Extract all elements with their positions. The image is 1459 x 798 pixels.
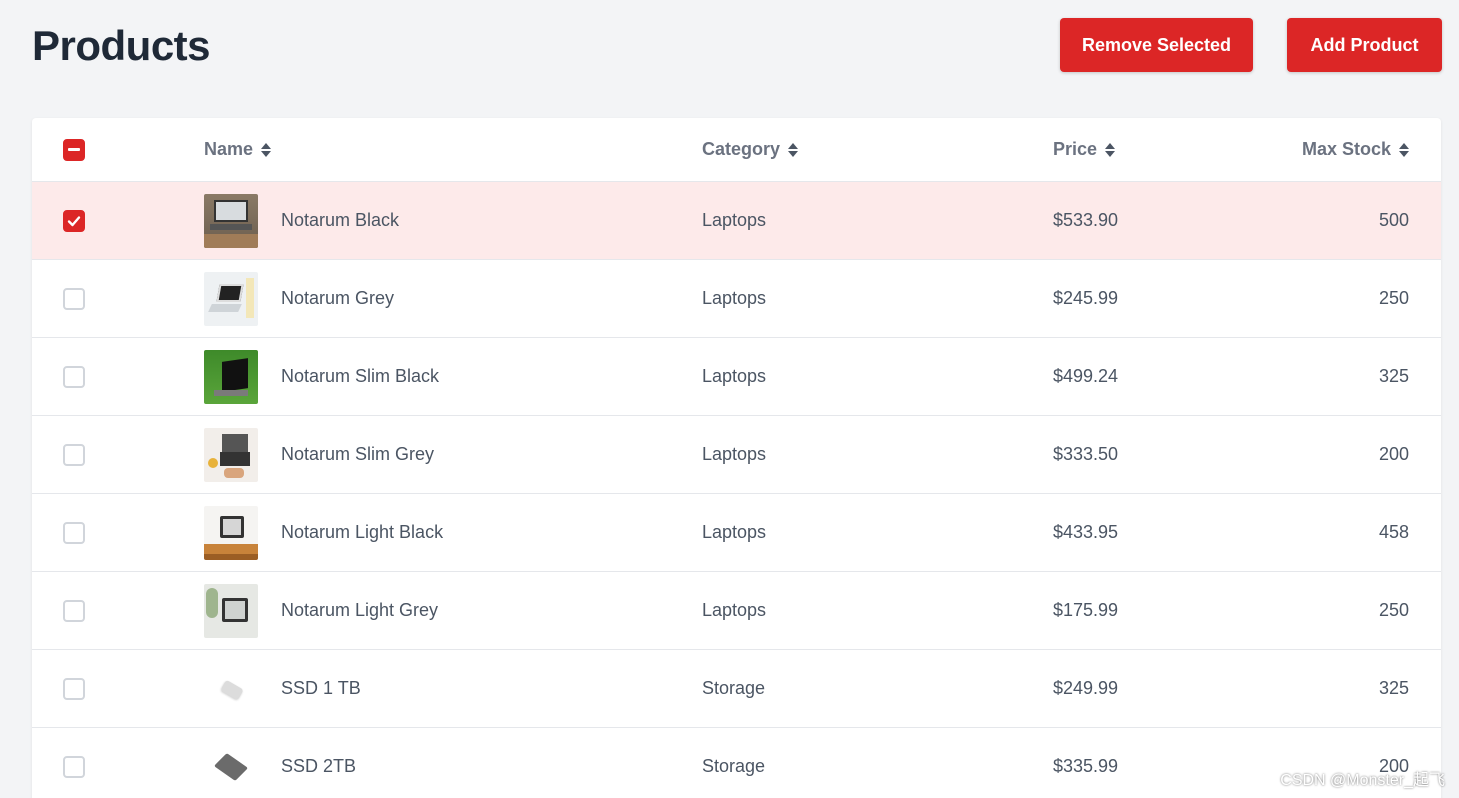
- product-name: Notarum Light Black: [281, 522, 444, 542]
- product-category: Laptops: [702, 522, 767, 542]
- column-header-category[interactable]: Category: [702, 118, 799, 181]
- product-max-stock: 458: [1378, 522, 1409, 542]
- row-checkbox[interactable]: [63, 287, 85, 310]
- remove-selected-button[interactable]: Remove Selected: [1060, 18, 1253, 72]
- sort-icon: [261, 142, 272, 157]
- select-all-checkbox[interactable]: [63, 138, 85, 161]
- product-category: Laptops: [702, 288, 767, 308]
- product-price: $533.90: [1053, 210, 1119, 230]
- product-category: Storage: [702, 678, 766, 698]
- product-max-stock: 325: [1378, 678, 1409, 698]
- row-checkbox[interactable]: [63, 677, 85, 700]
- watermark: CSDN @Monster_起飞: [1280, 772, 1445, 789]
- table-row[interactable]: Notarum Black Laptops $533.90 500: [32, 182, 1441, 260]
- column-header-price[interactable]: Price: [1053, 118, 1116, 181]
- product-name: Notarum Slim Grey: [281, 444, 435, 464]
- add-product-button[interactable]: Add Product: [1287, 18, 1442, 72]
- sort-icon: [1105, 142, 1116, 157]
- table-header: Name Category Price Max Stock: [32, 118, 1441, 182]
- column-header-price-label: Price: [1053, 139, 1098, 159]
- column-header-category-label: Category: [702, 139, 781, 159]
- row-checkbox[interactable]: [63, 599, 85, 622]
- product-price: $499.24: [1053, 366, 1119, 386]
- product-price: $245.99: [1053, 288, 1119, 308]
- table-row[interactable]: Notarum Light Black Laptops $433.95 458: [32, 494, 1441, 572]
- row-checkbox[interactable]: [63, 365, 85, 388]
- product-thumbnail: [204, 583, 258, 638]
- product-category: Laptops: [702, 600, 767, 620]
- product-price: $249.99: [1053, 678, 1119, 698]
- product-thumbnail: [204, 193, 258, 248]
- column-header-stock-label: Max Stock: [1301, 139, 1391, 159]
- product-thumbnail: [204, 661, 258, 716]
- product-thumbnail: [204, 505, 258, 560]
- table-row[interactable]: Notarum Grey Laptops $245.99 250: [32, 260, 1441, 338]
- column-header-name[interactable]: Name: [204, 118, 272, 181]
- product-max-stock: 500: [1378, 210, 1409, 230]
- product-price: $175.99: [1053, 600, 1119, 620]
- product-name: Notarum Light Grey: [281, 600, 439, 620]
- product-thumbnail: [204, 349, 258, 404]
- product-thumbnail: [204, 739, 258, 794]
- row-checkbox[interactable]: [63, 443, 85, 466]
- product-max-stock: 250: [1378, 288, 1409, 308]
- product-price: $335.99: [1053, 756, 1119, 776]
- product-max-stock: 325: [1378, 366, 1409, 386]
- product-name: Notarum Black: [281, 210, 400, 230]
- product-name: SSD 2TB: [281, 756, 357, 776]
- product-category: Laptops: [702, 210, 767, 230]
- product-category: Storage: [702, 756, 766, 776]
- row-checkbox[interactable]: [63, 209, 85, 232]
- table-row[interactable]: Notarum Light Grey Laptops $175.99 250: [32, 572, 1441, 650]
- sort-icon: [1399, 142, 1409, 157]
- row-checkbox[interactable]: [63, 521, 85, 544]
- table-row[interactable]: Notarum Slim Grey Laptops $333.50 200: [32, 416, 1441, 494]
- product-category: Laptops: [702, 444, 767, 464]
- product-max-stock: 200: [1378, 444, 1409, 464]
- product-name: Notarum Grey: [281, 288, 395, 308]
- product-category: Laptops: [702, 366, 767, 386]
- page-title: Products: [32, 22, 211, 69]
- sort-icon: [788, 142, 799, 157]
- product-max-stock: 200: [1378, 756, 1409, 776]
- product-thumbnail: [204, 427, 258, 482]
- row-checkbox[interactable]: [63, 755, 85, 778]
- check-icon: [67, 215, 81, 226]
- table-row[interactable]: SSD 1 TB Storage $249.99 325: [32, 650, 1441, 728]
- product-price: $333.50: [1053, 444, 1119, 464]
- column-header-name-label: Name: [204, 139, 254, 159]
- product-name: SSD 1 TB: [281, 678, 361, 698]
- product-name: Notarum Slim Black: [281, 366, 440, 386]
- product-price: $433.95: [1053, 522, 1119, 542]
- product-max-stock: 250: [1378, 600, 1409, 620]
- product-thumbnail: [204, 271, 258, 326]
- table-row[interactable]: SSD 2TB Storage $335.99 200: [32, 728, 1441, 798]
- products-table: Name Category Price Max Stock Notarum Bl…: [32, 118, 1441, 798]
- column-header-stock[interactable]: Max Stock: [1302, 118, 1409, 181]
- table-row[interactable]: Notarum Slim Black Laptops $499.24 325: [32, 338, 1441, 416]
